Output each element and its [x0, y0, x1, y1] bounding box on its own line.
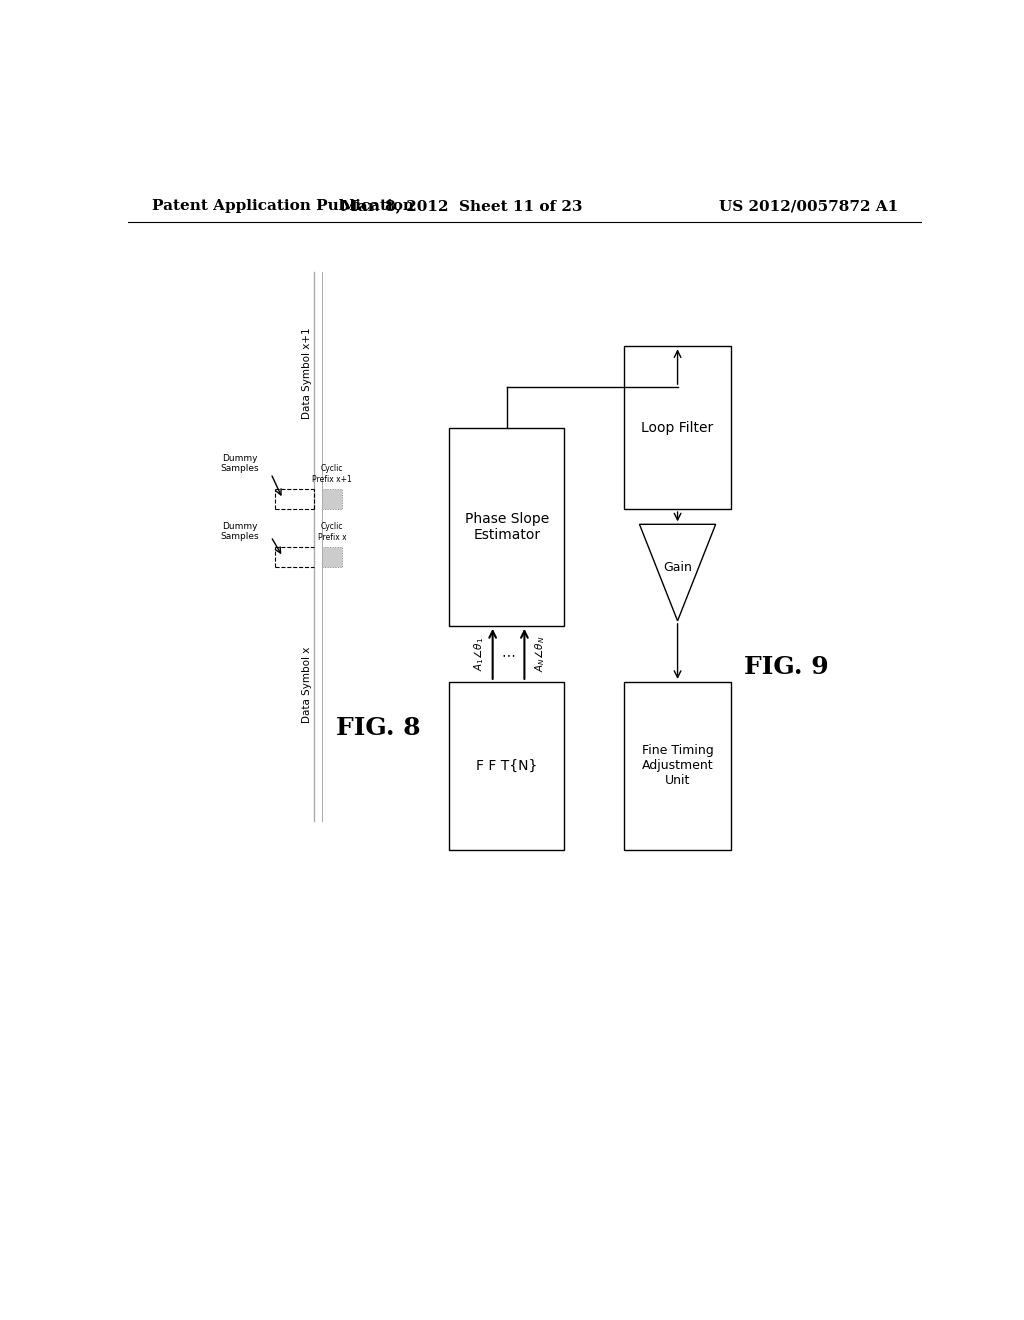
Text: Patent Application Publication: Patent Application Publication: [152, 199, 414, 213]
Text: $\cdots$: $\cdots$: [502, 647, 516, 661]
Text: Mar. 8, 2012  Sheet 11 of 23: Mar. 8, 2012 Sheet 11 of 23: [341, 199, 582, 213]
FancyBboxPatch shape: [624, 346, 731, 510]
Text: Dummy
Samples: Dummy Samples: [220, 521, 259, 541]
FancyBboxPatch shape: [450, 428, 564, 626]
Bar: [323, 546, 342, 568]
Bar: [323, 488, 342, 510]
Text: US 2012/0057872 A1: US 2012/0057872 A1: [719, 199, 898, 213]
Text: Data Symbol x: Data Symbol x: [301, 647, 311, 722]
Text: F F T{N}: F F T{N}: [476, 759, 538, 772]
FancyBboxPatch shape: [624, 682, 731, 850]
Text: Cyclic
Prefix x: Cyclic Prefix x: [318, 523, 347, 541]
Text: Data Symbol x+1: Data Symbol x+1: [301, 327, 311, 418]
Text: $A_1\angle\theta_1$: $A_1\angle\theta_1$: [472, 636, 486, 671]
Text: FIG. 9: FIG. 9: [744, 655, 829, 678]
Text: $A_N\angle\theta_N$: $A_N\angle\theta_N$: [532, 636, 547, 672]
Text: Phase Slope
Estimator: Phase Slope Estimator: [465, 512, 549, 543]
Text: Cyclic
Prefix x+1: Cyclic Prefix x+1: [312, 465, 352, 483]
Text: Loop Filter: Loop Filter: [641, 421, 714, 434]
Text: Gain: Gain: [664, 561, 692, 574]
Text: FIG. 8: FIG. 8: [336, 715, 420, 739]
Text: Fine Timing
Adjustment
Unit: Fine Timing Adjustment Unit: [642, 744, 714, 787]
FancyBboxPatch shape: [450, 682, 564, 850]
Text: Dummy
Samples: Dummy Samples: [220, 454, 259, 473]
